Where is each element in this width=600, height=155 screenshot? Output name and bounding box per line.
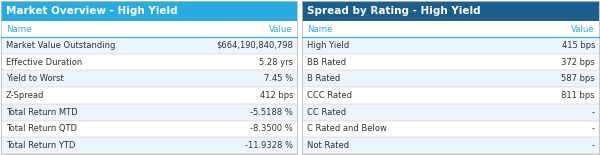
Text: Spread by Rating - High Yield: Spread by Rating - High Yield [307, 6, 481, 16]
Bar [302, 87, 599, 104]
Text: Name: Name [6, 24, 32, 33]
Bar [1, 70, 297, 87]
Text: CC Rated: CC Rated [307, 108, 346, 117]
Text: Total Return YTD: Total Return YTD [6, 141, 76, 150]
Text: -: - [592, 141, 595, 150]
Text: High Yield: High Yield [307, 41, 349, 50]
Text: 412 bps: 412 bps [260, 91, 293, 100]
Bar [302, 1, 599, 154]
Text: Total Return QTD: Total Return QTD [6, 124, 77, 133]
Bar [1, 21, 297, 37]
Text: Market Value Outstanding: Market Value Outstanding [6, 41, 115, 50]
Bar [302, 54, 599, 70]
Text: Market Overview - High Yield: Market Overview - High Yield [6, 6, 178, 16]
Text: 587 bps: 587 bps [561, 74, 595, 83]
Bar [1, 37, 297, 54]
Text: CCC Rated: CCC Rated [307, 91, 352, 100]
Bar [302, 37, 599, 54]
Text: B Rated: B Rated [307, 74, 340, 83]
Bar [1, 87, 297, 104]
Bar [1, 104, 297, 121]
Text: 5.28 yrs: 5.28 yrs [259, 58, 293, 66]
Text: -: - [592, 108, 595, 117]
Text: 811 bps: 811 bps [562, 91, 595, 100]
Bar [302, 1, 599, 21]
Text: -5.5188 %: -5.5188 % [250, 108, 293, 117]
Bar [302, 121, 599, 137]
Bar [1, 54, 297, 70]
Text: Not Rated: Not Rated [307, 141, 349, 150]
Text: 7.45 %: 7.45 % [264, 74, 293, 83]
Text: -11.9328 %: -11.9328 % [245, 141, 293, 150]
Bar [1, 137, 297, 154]
Bar [302, 104, 599, 121]
Bar [302, 21, 599, 37]
Text: -8.3500 %: -8.3500 % [250, 124, 293, 133]
Text: Effective Duration: Effective Duration [6, 58, 82, 66]
Text: C Rated and Below: C Rated and Below [307, 124, 387, 133]
Bar [1, 1, 297, 21]
Text: Value: Value [571, 24, 595, 33]
Text: Value: Value [269, 24, 293, 33]
Text: BB Rated: BB Rated [307, 58, 346, 66]
Bar [302, 70, 599, 87]
Text: -: - [592, 124, 595, 133]
Bar [1, 121, 297, 137]
Bar [302, 137, 599, 154]
Text: Name: Name [307, 24, 332, 33]
Text: Yield to Worst: Yield to Worst [6, 74, 64, 83]
Text: Z-Spread: Z-Spread [6, 91, 44, 100]
Text: 415 bps: 415 bps [562, 41, 595, 50]
Text: 372 bps: 372 bps [561, 58, 595, 66]
Text: $664,190,840,798: $664,190,840,798 [216, 41, 293, 50]
Text: Total Return MTD: Total Return MTD [6, 108, 77, 117]
Bar [1, 1, 297, 154]
